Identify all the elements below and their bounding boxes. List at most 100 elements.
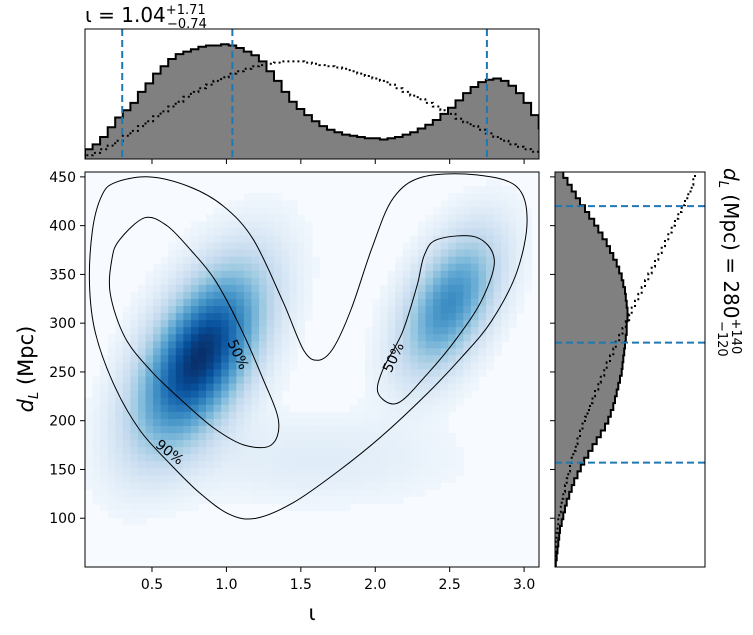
density-cell [160, 440, 169, 448]
density-cell [312, 263, 321, 272]
density-cell [213, 235, 222, 244]
density-cell [206, 256, 215, 265]
density-cell [259, 334, 268, 342]
density-cell [516, 214, 525, 222]
density-cell [364, 341, 374, 349]
density-cell [455, 235, 464, 244]
density-cell [501, 320, 510, 328]
density-cell [380, 418, 389, 427]
density-cell [395, 341, 404, 349]
density-cell [448, 284, 457, 293]
density-cell [168, 447, 177, 455]
density-cell [478, 256, 487, 265]
density-cell [190, 447, 200, 455]
density-cell [380, 496, 389, 505]
density-cell [228, 284, 237, 293]
density-cell [145, 362, 154, 371]
density-cell [228, 249, 237, 258]
density-cell [115, 411, 124, 420]
density-cell [304, 503, 313, 512]
density-cell [289, 411, 298, 420]
density-cell [380, 383, 389, 392]
density-cell [440, 277, 449, 286]
density-cell [100, 397, 109, 406]
density-cell [259, 306, 268, 314]
density-cell [425, 256, 434, 265]
density-cell [221, 425, 230, 434]
density-cell [433, 320, 442, 328]
density-cell [243, 390, 253, 399]
density-cell [425, 327, 434, 335]
density-cell [198, 390, 207, 399]
density-cell [448, 256, 457, 265]
density-cell [470, 291, 480, 300]
density-cell [190, 242, 200, 251]
density-cell [213, 284, 222, 293]
density-cell [183, 348, 192, 356]
density-cell [281, 277, 290, 286]
density-cell [417, 284, 427, 293]
density-cell [115, 510, 124, 519]
density-cell [470, 362, 480, 371]
density-cell [137, 411, 147, 420]
density-cell [198, 440, 207, 448]
density-cell [266, 369, 275, 378]
density-cell [251, 327, 260, 335]
density-cell [206, 376, 215, 385]
density-cell [115, 503, 124, 512]
density-cell [175, 341, 184, 349]
density-cell [440, 235, 449, 244]
density-cell [312, 432, 321, 441]
density-cell [425, 418, 434, 427]
density-cell [349, 418, 358, 427]
density-cell [501, 186, 510, 194]
x-tick-label: 1.5 [290, 577, 312, 593]
density-cell [236, 334, 245, 342]
density-cell [266, 334, 275, 342]
density-cell [92, 482, 101, 491]
density-cell [372, 334, 381, 342]
density-cell [183, 249, 192, 258]
density-cell [281, 376, 290, 385]
density-cell [228, 404, 237, 413]
density-cell [516, 263, 525, 272]
density-cell [190, 411, 200, 420]
density-cell [334, 468, 343, 476]
density-cell [455, 461, 464, 469]
density-cell [183, 468, 192, 476]
density-cell [440, 313, 449, 321]
density-cell [130, 404, 139, 413]
density-cell [274, 228, 283, 237]
density-cell [417, 249, 427, 258]
density-cell [190, 454, 200, 462]
density-cell [463, 348, 472, 356]
density-cell [395, 383, 404, 392]
density-cell [410, 454, 419, 462]
density-cell [137, 461, 147, 469]
density-cell [153, 468, 162, 476]
density-cell [198, 383, 207, 392]
density-cell [213, 270, 222, 279]
density-cell [364, 390, 374, 399]
density-cell [100, 418, 109, 427]
density-cell [145, 376, 154, 385]
density-cell [175, 327, 184, 335]
density-cell [175, 425, 184, 434]
density-cell [266, 362, 275, 371]
density-cell [160, 496, 169, 505]
density-cell [100, 425, 109, 434]
density-cell [122, 383, 131, 392]
density-cell [372, 383, 381, 392]
density-cell [417, 355, 427, 364]
density-cell [425, 461, 434, 469]
density-cell [455, 256, 464, 265]
density-cell [417, 475, 427, 483]
density-cell [501, 306, 510, 314]
density-cell [115, 348, 124, 356]
density-cell [364, 489, 374, 498]
density-cell [243, 362, 253, 371]
density-cell [327, 496, 336, 505]
density-cell [455, 447, 464, 455]
density-cell [243, 327, 253, 335]
density-cell [501, 207, 510, 215]
